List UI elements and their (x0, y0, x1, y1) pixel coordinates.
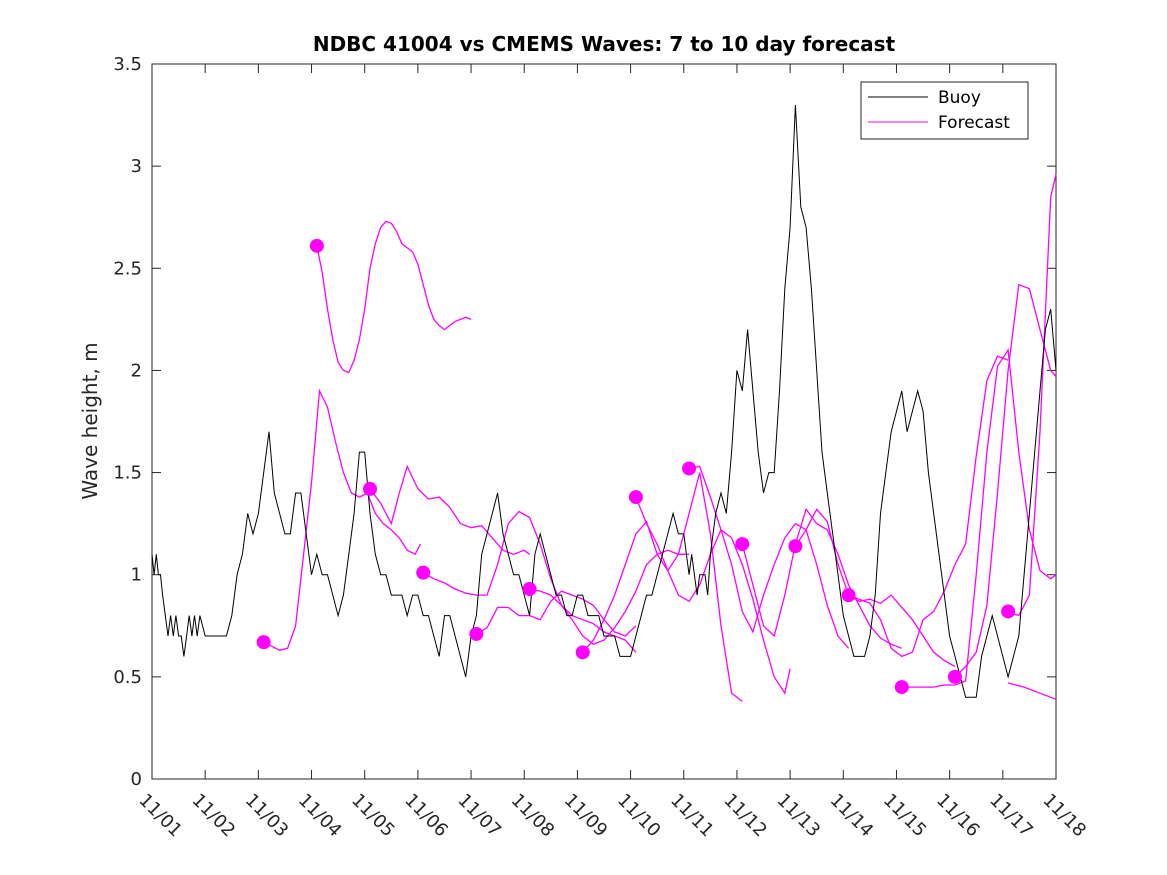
forecast-start-marker (416, 565, 431, 580)
y-tick-label: 3.5 (113, 54, 142, 75)
x-tick-label: 11/15 (879, 790, 931, 842)
x-tick-label: 11/18 (1038, 790, 1090, 842)
y-axis: 0 0.5 1 1.5 2 2.5 3 3.5 (113, 54, 1056, 790)
forecast-line (848, 355, 1009, 658)
forecast-start-marker (947, 669, 962, 684)
x-tick-label: 11/10 (613, 790, 665, 842)
forecast-markers-group (256, 238, 1016, 695)
legend-buoy-label: Buoy (938, 88, 981, 108)
x-tick-label: 11/17 (985, 790, 1037, 842)
forecast-line (529, 549, 690, 645)
legend: Buoy Forecast (860, 81, 1029, 140)
y-axis-label: Wave height, m (78, 342, 102, 499)
forecast-line (582, 472, 743, 702)
plot-area (151, 63, 1057, 780)
y-tick-label: 0 (131, 769, 142, 790)
forecast-start-marker (575, 645, 590, 660)
x-tick-label: 11/11 (666, 790, 718, 842)
x-tick-label: 11/13 (773, 790, 825, 842)
x-tick-label: 11/12 (719, 790, 771, 842)
forecast-line (794, 508, 956, 668)
forecast-start-marker (894, 680, 909, 695)
y-tick-label: 3 (131, 156, 142, 177)
x-tick-label: 11/05 (347, 790, 399, 842)
forecast-start-marker (788, 539, 803, 554)
forecast-line (369, 464, 530, 555)
x-tick-label: 11/03 (241, 790, 293, 842)
forecast-start-marker (256, 635, 271, 650)
x-tick-label: 11/09 (560, 790, 612, 842)
forecast-start-marker (363, 481, 378, 496)
legend-box (860, 81, 1029, 140)
forecast-start-marker (735, 537, 750, 552)
forecast-line (1007, 682, 1057, 700)
forecast-line (635, 496, 791, 695)
x-tick-label: 11/04 (294, 790, 346, 842)
x-tick-label: 11/06 (400, 790, 452, 842)
forecast-start-marker (1001, 604, 1016, 619)
forecast-line (1007, 174, 1057, 617)
buoy-series-group (151, 104, 1057, 698)
x-tick-label: 11/08 (507, 790, 559, 842)
forecast-line (954, 283, 1057, 678)
legend-forecast-label: Forecast (938, 113, 1010, 133)
x-tick-label: 11/02 (188, 790, 240, 842)
forecast-start-marker (841, 588, 856, 603)
y-tick-label: 1 (131, 565, 142, 586)
forecast-line (476, 590, 637, 637)
buoy-line (151, 104, 1057, 698)
x-tick-label: 11/14 (826, 790, 878, 842)
y-tick-label: 2.5 (113, 258, 142, 279)
forecast-start-marker (309, 238, 324, 253)
forecast-line (316, 220, 472, 374)
forecast-start-marker (628, 490, 643, 505)
x-axis: 11/01 11/02 11/03 11/04 11/05 11/06 11/07 11/08… (134, 64, 1090, 841)
forecast-line (741, 507, 903, 649)
forecast-line (422, 510, 637, 653)
y-tick-label: 1.5 (113, 463, 142, 484)
x-tick-label: 11/07 (454, 790, 506, 842)
forecast-start-marker (469, 626, 484, 641)
forecast-start-marker (682, 461, 697, 476)
y-tick-label: 0.5 (113, 667, 142, 688)
x-tick-label: 11/16 (932, 790, 984, 842)
x-tick-label: 11/01 (134, 790, 186, 842)
forecast-line (901, 348, 1057, 688)
forecast-series-group (263, 174, 1057, 702)
chart-title: NDBC 41004 vs CMEMS Waves: 7 to 10 day f… (313, 32, 896, 56)
forecast-start-marker (522, 582, 537, 597)
y-tick-label: 2 (131, 360, 142, 381)
forecast-line (263, 388, 422, 651)
